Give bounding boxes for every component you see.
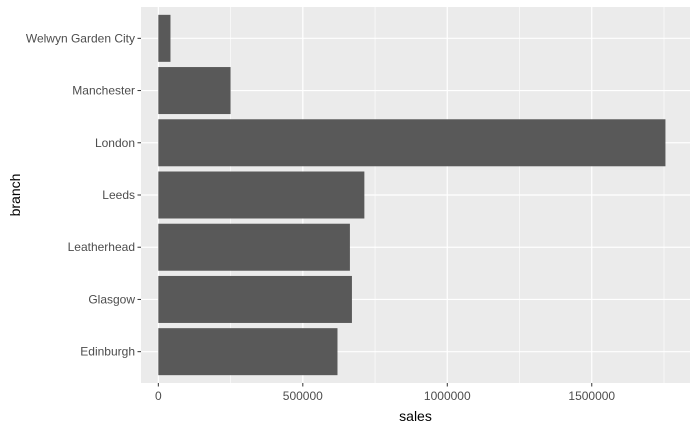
x-axis: 0 500000 1000000 1500000 xyxy=(155,383,615,403)
y-axis: Edinburgh Glasgow Leatherhead Leeds London Ma… xyxy=(26,31,141,359)
y-tick-label: Edinburgh xyxy=(80,345,135,359)
bar-welwyn-garden-city xyxy=(158,14,171,62)
bar-leeds xyxy=(158,171,365,219)
x-tick-label: 1000000 xyxy=(424,389,471,403)
y-tick-label: London xyxy=(95,136,135,150)
x-tick-label: 0 xyxy=(155,389,162,403)
bar-london xyxy=(158,119,666,167)
x-tick-label: 500000 xyxy=(283,389,323,403)
y-tick-label: Leatherhead xyxy=(68,240,135,254)
y-tick-label: Leeds xyxy=(102,188,135,202)
y-tick-label: Glasgow xyxy=(88,292,135,306)
bar-glasgow xyxy=(158,275,352,323)
x-tick-label: 1500000 xyxy=(568,389,615,403)
bars xyxy=(158,14,666,376)
x-axis-title: sales xyxy=(399,408,432,424)
y-tick-label: Manchester xyxy=(72,84,135,98)
bar-edinburgh xyxy=(158,328,338,376)
bar-leatherhead xyxy=(158,223,350,271)
y-axis-title: branch xyxy=(7,174,23,217)
y-tick-label: Welwyn Garden City xyxy=(26,31,135,45)
bar-manchester xyxy=(158,67,231,115)
